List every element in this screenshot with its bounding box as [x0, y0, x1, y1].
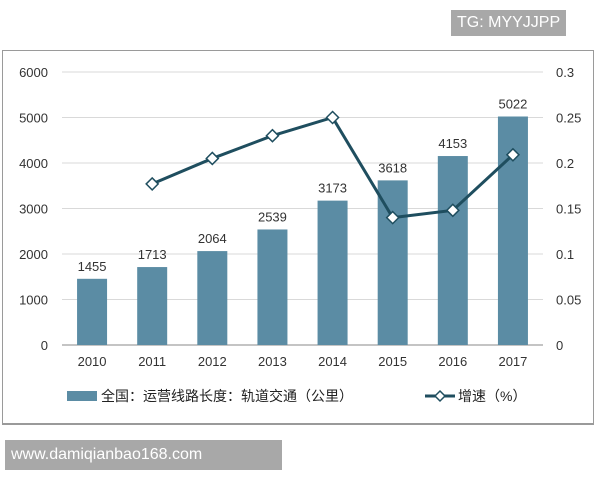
bar — [317, 200, 348, 345]
bar-data-label: 5022 — [498, 96, 527, 111]
line-point-marker — [505, 147, 520, 162]
line-point-marker — [265, 128, 280, 143]
x-tick-label: 2015 — [378, 354, 407, 369]
legend-diamond-icon — [433, 389, 447, 403]
y-right-tick-label: 0.15 — [556, 202, 581, 217]
bar — [77, 278, 108, 345]
x-tick-label: 2013 — [258, 354, 287, 369]
legend-line-label: 增速（%） — [458, 388, 526, 404]
y-left-tick-label: 5000 — [19, 111, 48, 126]
bar-data-label: 3173 — [318, 181, 347, 196]
bar — [197, 251, 228, 345]
bar — [137, 267, 168, 345]
y-right-tick-label: 0.05 — [556, 293, 581, 308]
bar-data-label: 4153 — [438, 136, 467, 151]
bar-data-label: 3618 — [378, 160, 407, 175]
x-tick-label: 2011 — [138, 354, 166, 369]
bar — [377, 180, 408, 345]
x-tick-label: 2016 — [438, 354, 467, 369]
y-right-tick-label: 0.1 — [556, 247, 574, 262]
y-left-tick-label: 4000 — [19, 156, 48, 171]
y-left-tick-label: 0 — [41, 338, 48, 353]
y-right-tick-label: 0 — [556, 338, 563, 353]
chart-frame — [2, 50, 594, 425]
y-right-tick-label: 0.3 — [556, 65, 574, 80]
watermark-bottom: www.damiqianbao168.com — [5, 440, 282, 470]
bar-data-label: 1455 — [78, 259, 107, 274]
bar-data-label: 2064 — [198, 231, 227, 246]
x-tick-label: 2010 — [78, 354, 107, 369]
x-tick-label: 2017 — [498, 354, 527, 369]
y-left-tick-label: 6000 — [19, 65, 48, 80]
line-point-marker — [325, 110, 340, 125]
line-point-marker — [145, 176, 160, 191]
bar — [257, 229, 288, 345]
y-left-tick-label: 3000 — [19, 202, 48, 217]
y-left-tick-label: 2000 — [19, 247, 48, 262]
watermark-top: TG: MYYJJPP — [451, 10, 567, 36]
x-tick-label: 2012 — [198, 354, 227, 369]
bar-data-label: 2539 — [258, 209, 287, 224]
line-point-marker — [385, 210, 400, 225]
bar — [437, 156, 468, 345]
x-tick-label: 2014 — [318, 354, 347, 369]
legend-bar-label: 全国：运营线路长度：轨道交通（公里） — [101, 388, 353, 404]
y-right-tick-label: 0.25 — [556, 111, 581, 126]
legend-bar-swatch — [67, 391, 97, 401]
y-right-tick-label: 0.2 — [556, 156, 574, 171]
line-point-marker — [445, 203, 460, 218]
y-left-tick-label: 1000 — [19, 293, 48, 308]
bar-data-label: 1713 — [138, 247, 167, 262]
line-point-marker — [205, 151, 220, 166]
